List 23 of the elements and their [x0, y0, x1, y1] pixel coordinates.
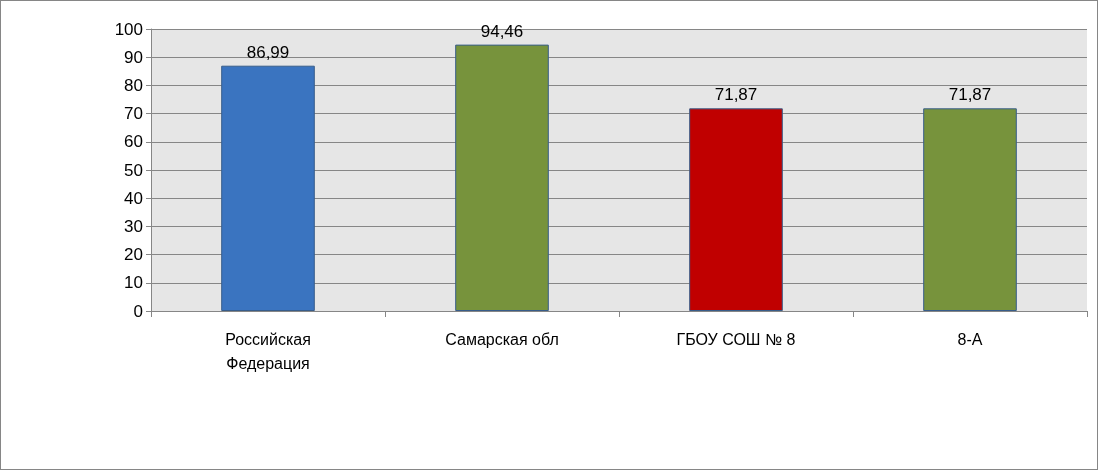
data-label: 94,46: [480, 21, 524, 41]
y-tick-label: 80: [124, 75, 143, 95]
data-label: 86,99: [246, 42, 290, 62]
bar: [689, 108, 783, 311]
bar: [923, 108, 1017, 311]
y-tick-label: 100: [114, 19, 143, 39]
y-tick-label: 50: [124, 160, 143, 180]
x-tick-label: ГБОУ СОШ № 8: [676, 330, 796, 348]
y-tick-label: 20: [124, 245, 143, 265]
data-label: 71,87: [948, 85, 992, 105]
bar: [221, 65, 315, 311]
y-tick-label: 60: [124, 132, 143, 152]
x-tick-label: 8-А: [957, 330, 983, 348]
data-label: 71,87: [714, 85, 758, 105]
y-tick-label: 40: [124, 188, 143, 208]
y-tick-label: 30: [124, 216, 143, 236]
y-tick-label: 10: [124, 273, 143, 293]
bar: [455, 44, 549, 311]
y-tick-label: 70: [124, 104, 143, 124]
y-tick-label: 0: [133, 301, 143, 321]
x-tick-label: Самарская обл: [445, 330, 559, 348]
x-tick-label: Российская Федерация: [225, 330, 311, 372]
y-tick-label: 90: [124, 47, 143, 67]
